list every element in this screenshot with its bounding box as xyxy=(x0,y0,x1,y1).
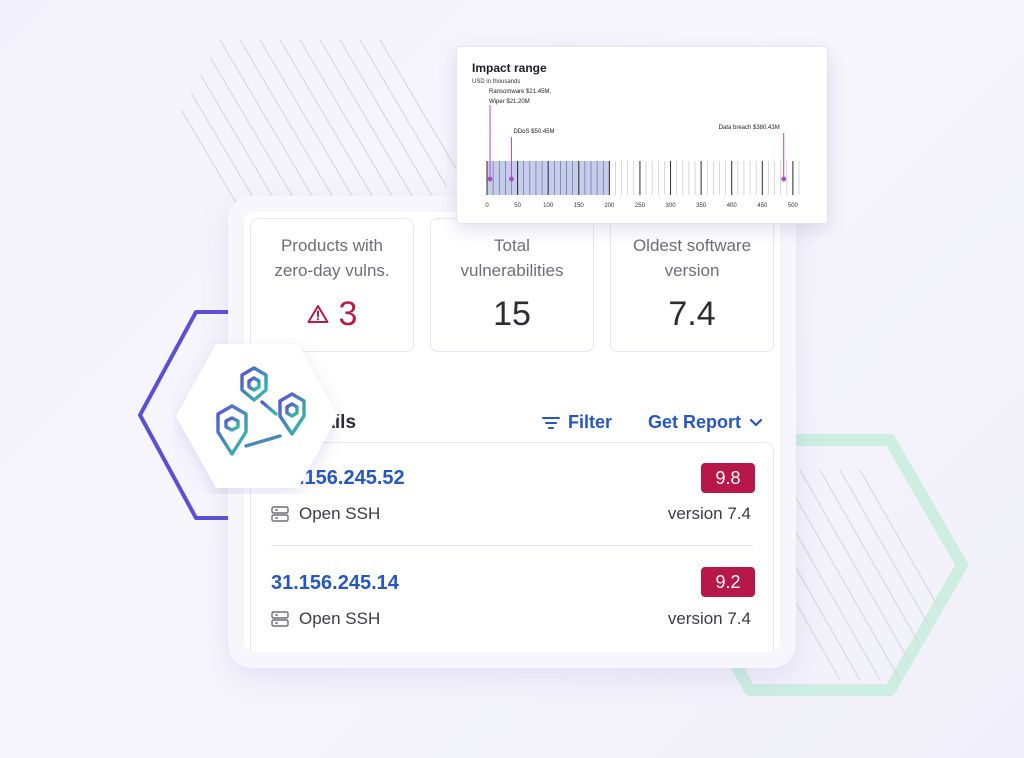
get-report-label: Get Report xyxy=(648,412,742,432)
server-icon xyxy=(271,506,289,522)
stat-value: 7.4 xyxy=(668,295,716,333)
vulnerability-list: .156.245.52 9.8 Open SSH version 7.4 31.… xyxy=(250,442,774,652)
tick-label: 50 xyxy=(514,203,521,209)
warning-triangle-icon xyxy=(307,305,329,324)
stat-label-line2: zero-day vulns. xyxy=(274,261,390,280)
service-name: Open SSH xyxy=(271,504,380,524)
stat-label-line2: vulnerabilities xyxy=(460,261,564,280)
stat-label: Oldest software version xyxy=(611,233,773,283)
stat-label: Total vulnerabilities xyxy=(431,233,593,283)
chart-plot: 0 50 100 150 200 250 300 350 400 450 500 Ransomware… xyxy=(485,89,800,209)
stat-oldest-version: Oldest software version 7.4 xyxy=(610,218,774,352)
filter-button[interactable]: Filter xyxy=(542,412,612,433)
annotation-marker xyxy=(781,176,787,182)
tick-label: 250 xyxy=(635,203,646,209)
version-text: version 7.4 xyxy=(667,609,751,628)
severity-score-badge: 9.8 xyxy=(701,463,755,493)
get-report-dropdown[interactable]: Get Report xyxy=(648,412,763,433)
stat-label-line1: Total xyxy=(494,236,530,255)
map-pins-badge xyxy=(176,344,338,488)
stat-label-line2: version xyxy=(664,261,720,280)
tick-label: 500 xyxy=(788,203,799,209)
service-name: Open SSH xyxy=(271,609,380,629)
tick-label: 200 xyxy=(604,203,615,209)
filter-lines-icon xyxy=(542,416,560,429)
stat-value: 3 xyxy=(251,295,413,334)
card-content: Products with zero-day vulns. 3 Total vu… xyxy=(244,212,780,652)
service-label: Open SSH xyxy=(299,504,381,523)
chart-subtitle: USD in thousands xyxy=(472,79,521,85)
stat-label: Products with zero-day vulns. xyxy=(251,233,413,283)
tick-label: 0 xyxy=(485,203,489,209)
annotation-label: Wiper $21.20M xyxy=(489,99,530,105)
stat-value: 15 xyxy=(493,295,531,333)
map-pins-icon xyxy=(216,366,306,456)
vulnerability-card: Products with zero-day vulns. 3 Total vu… xyxy=(228,196,796,668)
ip-address-link[interactable]: 31.156.245.14 xyxy=(271,572,399,594)
chart-title: Impact range xyxy=(472,61,547,75)
severity-score-badge: 9.2 xyxy=(701,567,755,597)
stat-zero-day: Products with zero-day vulns. 3 xyxy=(250,218,414,352)
annotation-marker xyxy=(487,176,493,182)
tick-label: 100 xyxy=(543,203,554,209)
stat-label-line1: Oldest software xyxy=(632,236,752,255)
impact-range-chart: Impact range USD in thousands 0 50 100 150 2… xyxy=(456,46,828,224)
annotation-label: Ransomware $21.45M, xyxy=(489,89,551,95)
stat-total-vulns: Total vulnerabilities 15 xyxy=(430,218,594,352)
filter-label: Filter xyxy=(568,412,613,432)
row-divider xyxy=(271,545,753,546)
ip-address-link[interactable]: .156.245.52 xyxy=(299,467,405,489)
tick-label: 150 xyxy=(574,203,585,209)
stat-value-number: 3 xyxy=(338,295,358,333)
annotation-label: Data breach $380.43M xyxy=(719,125,780,131)
service-label: Open SSH xyxy=(299,609,381,628)
annotation-label: DDoS $50.45M xyxy=(513,129,554,135)
server-icon xyxy=(271,611,289,627)
stat-label-line1: Products with xyxy=(280,236,384,255)
chevron-down-icon xyxy=(749,418,763,426)
annotation-marker xyxy=(509,176,514,182)
tick-label: 350 xyxy=(696,203,707,209)
version-text: version 7.4 xyxy=(667,504,751,523)
tick-label: 400 xyxy=(727,203,738,209)
tick-label: 450 xyxy=(757,203,768,209)
tick-label: 300 xyxy=(666,203,677,209)
